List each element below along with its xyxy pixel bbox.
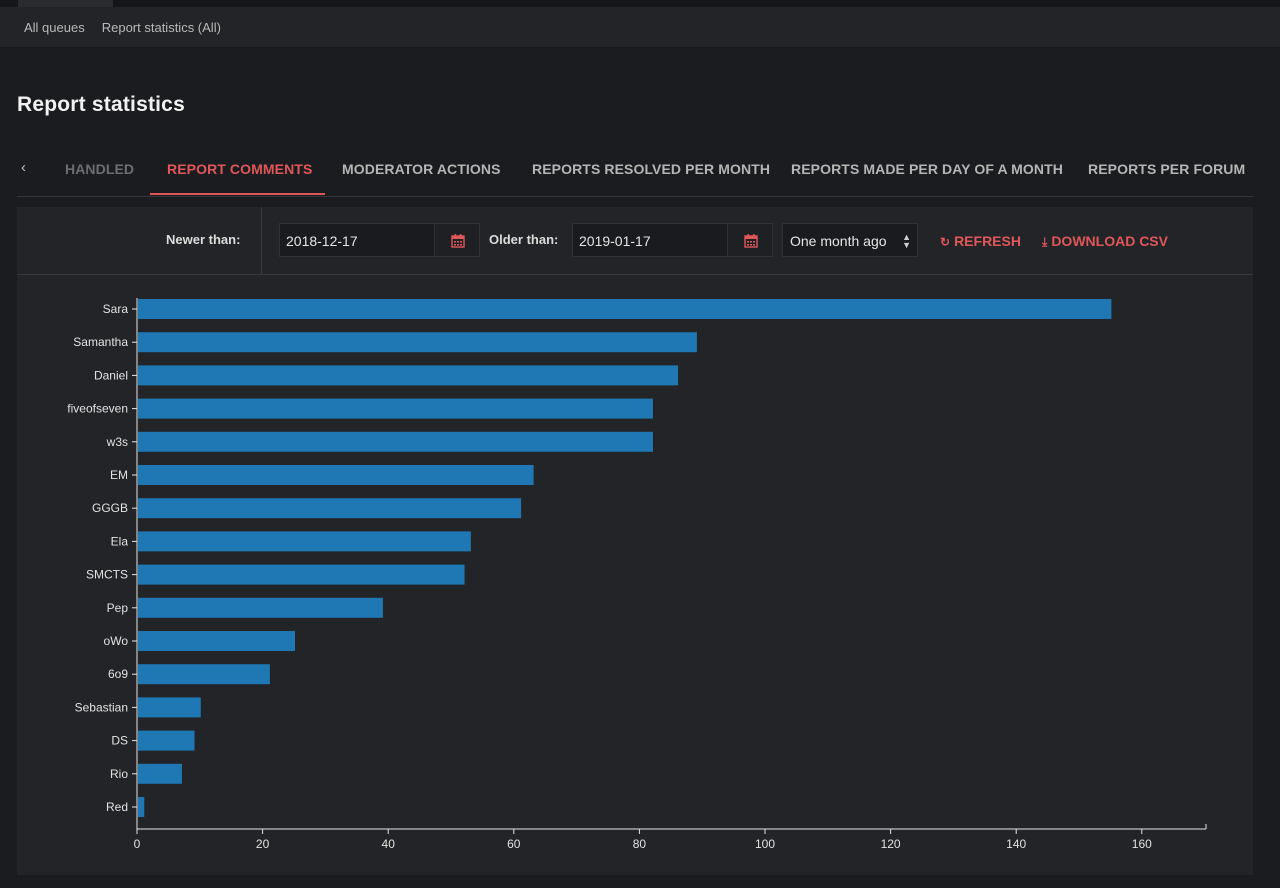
bar-Samantha xyxy=(138,332,697,353)
bar-Ela xyxy=(138,531,471,552)
y-tick-label: Sebastian xyxy=(75,700,128,714)
active-tab-indicator xyxy=(150,193,325,195)
report-comments-chart: Sara Samantha Daniel fiveofseven w3s EM GGGB El… xyxy=(67,298,1207,851)
tab-reports-resolved-per-month[interactable]: REPORTS RESOLVED PER MONTH xyxy=(532,161,771,177)
refresh-icon: ↻ xyxy=(940,235,951,249)
bar-Sebastian xyxy=(138,697,201,718)
download-csv-button[interactable]: ⤓ DOWNLOAD CSV xyxy=(1042,233,1168,250)
y-tick-label: SMCTS xyxy=(86,568,128,582)
top-strip xyxy=(0,0,1280,7)
tab-report-comments[interactable]: REPORT COMMENTS xyxy=(167,161,313,177)
y-tick-label: 6o9 xyxy=(108,667,128,681)
y-tick-label: Red xyxy=(106,800,128,814)
x-tick-label: 160 xyxy=(1132,837,1152,851)
y-tick-label: Daniel xyxy=(94,368,128,382)
chevron-left-icon[interactable]: ‹ xyxy=(21,159,26,176)
bar-GGGB xyxy=(138,498,522,519)
bar-fiveofseven xyxy=(138,398,653,419)
bar-Rio xyxy=(138,763,182,784)
tab-reports-made-per-day[interactable]: REPORTS MADE PER DAY OF A MONTH xyxy=(791,161,1063,177)
range-select[interactable]: One month ago ▲ ▼ xyxy=(782,223,918,257)
refresh-button[interactable]: ↻ REFRESH xyxy=(940,233,1021,249)
breadcrumb: All queues Report statistics (All) xyxy=(0,7,1280,47)
x-tick-label: 0 xyxy=(134,837,141,851)
y-tick-label: oWo xyxy=(104,634,129,648)
x-tick-label: 140 xyxy=(1006,837,1026,851)
bar-DS xyxy=(138,730,195,751)
newer-calendar-button[interactable] xyxy=(434,223,480,257)
y-tick-label: GGGB xyxy=(92,501,128,515)
breadcrumb-report-statistics[interactable]: Report statistics (All) xyxy=(101,19,221,35)
bar-Daniel xyxy=(138,365,679,386)
y-tick-label: Rio xyxy=(110,767,128,781)
x-tick-label: 80 xyxy=(633,837,647,851)
x-tick-label: 100 xyxy=(755,837,775,851)
newer-than-input[interactable]: 2018-12-17 xyxy=(279,223,435,257)
tab-handled[interactable]: HANDLED xyxy=(65,161,135,177)
filter-bar: Newer than: 2018-12-17 Older than: 2019-… xyxy=(17,207,1253,275)
bar-oWo xyxy=(138,631,295,651)
tab-reports-per-forum[interactable]: REPORTS PER FORUM xyxy=(1088,161,1246,177)
x-tick-label: 60 xyxy=(507,837,521,851)
y-tick-label: EM xyxy=(110,468,128,482)
older-than-input[interactable]: 2019-01-17 xyxy=(572,223,728,257)
y-tick-label: Ela xyxy=(111,534,129,548)
older-than-label: Older than: xyxy=(489,232,559,247)
bar-EM xyxy=(138,465,534,485)
x-tick-label: 20 xyxy=(256,837,270,851)
bar-Pep xyxy=(138,597,383,618)
filter-divider xyxy=(261,207,262,274)
x-tick-label: 40 xyxy=(382,837,396,851)
download-icon: ⤓ xyxy=(1042,235,1048,249)
calendar-icon xyxy=(744,234,758,248)
page-title: Report statistics xyxy=(17,93,185,116)
y-tick-label: Pep xyxy=(107,601,129,615)
bar-SMCTS xyxy=(138,564,465,585)
bar-6o9 xyxy=(138,664,270,685)
y-tick-label: fiveofseven xyxy=(67,402,128,416)
select-caret-icon: ▲ ▼ xyxy=(902,232,911,250)
tab-moderator-actions[interactable]: MODERATOR ACTIONS xyxy=(342,161,501,177)
calendar-icon xyxy=(451,234,465,248)
y-tick-label: Sara xyxy=(103,302,129,316)
x-tick-label: 120 xyxy=(881,837,901,851)
bar-Sara xyxy=(138,299,1112,319)
download-csv-label: DOWNLOAD CSV xyxy=(1051,233,1168,249)
statistics-panel: Newer than: 2018-12-17 Older than: 2019-… xyxy=(17,207,1253,875)
browser-tab-stub xyxy=(18,0,113,7)
tab-bar: ‹ HANDLED REPORT COMMENTS MODERATOR ACTI… xyxy=(17,150,1253,197)
bar-w3s xyxy=(138,431,653,452)
refresh-label: REFRESH xyxy=(954,233,1021,249)
breadcrumb-all-queues[interactable]: All queues xyxy=(24,19,85,35)
bar-Red xyxy=(138,797,145,817)
older-calendar-button[interactable] xyxy=(727,223,773,257)
newer-than-label: Newer than: xyxy=(166,232,241,247)
y-tick-label: w3s xyxy=(106,435,128,449)
range-select-value: One month ago xyxy=(790,233,887,249)
y-tick-label: DS xyxy=(111,734,128,748)
y-tick-label: Samantha xyxy=(73,335,128,349)
